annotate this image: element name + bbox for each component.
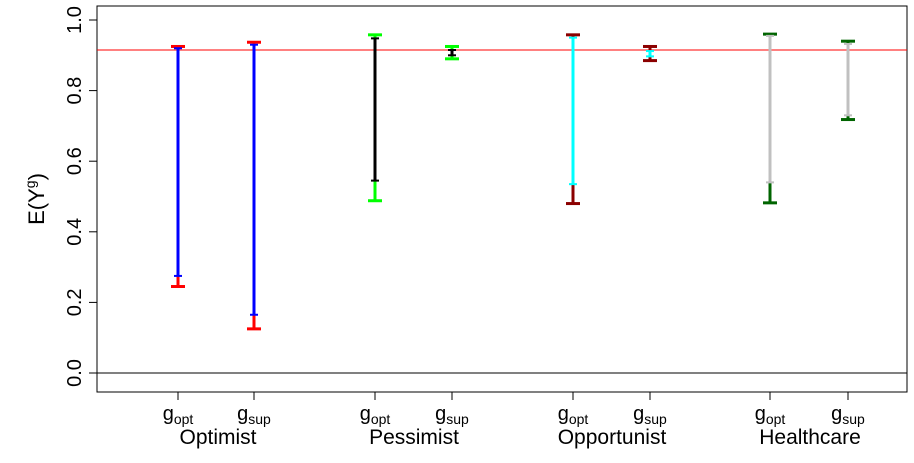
error-bar-opportunist-sup [643, 44, 657, 63]
x-tick-label-main: g [435, 403, 446, 425]
x-tick-label: gsup [435, 403, 469, 427]
group-label: Optimist [179, 426, 256, 449]
x-tick-label-sub: sup [446, 411, 469, 427]
group-label: Pessimist [369, 426, 459, 449]
y-tick-label: 0.2 [64, 288, 86, 316]
x-tick-label: gopt [163, 403, 194, 427]
group-label: Healthcare [759, 426, 861, 449]
y-tick-label: 1.0 [64, 6, 86, 34]
x-tick-label-main: g [237, 403, 248, 425]
x-tick-label: gsup [237, 403, 271, 427]
error-bar-healthcare-opt [763, 32, 777, 205]
y-tick-label: 0.8 [64, 77, 86, 105]
x-tick-label-main: g [755, 403, 766, 425]
x-tick-label-sub: sup [248, 411, 271, 427]
x-tick-label-sub: opt [766, 411, 786, 427]
y-axis-title-close: ) [24, 173, 49, 180]
error-bar-pessimist-sup [445, 44, 459, 61]
x-tick-label-sub: opt [371, 411, 391, 427]
plot-frame [96, 5, 908, 393]
x-tick-label: gopt [360, 403, 391, 427]
x-tick-label: gopt [558, 403, 589, 427]
y-axis-title: E(Yg) [22, 173, 49, 225]
x-tick-label-main: g [633, 403, 644, 425]
x-tick-label-main: g [163, 403, 174, 425]
x-tick-label-sub: opt [569, 411, 589, 427]
y-axis-title-main: E(Y [24, 188, 49, 225]
x-tick-label-main: g [360, 403, 371, 425]
x-tick-label-sub: sup [644, 411, 667, 427]
error-bar-optimist-sup [247, 40, 261, 331]
y-tick-label: 0.6 [64, 147, 86, 175]
x-tick-label: gsup [633, 403, 667, 427]
x-tick-label-main: g [558, 403, 569, 425]
y-tick-label: 0.4 [64, 218, 86, 246]
y-tick-label: 0.0 [64, 359, 86, 387]
x-tick-label-main: g [831, 403, 842, 425]
x-tick-label: gsup [831, 403, 865, 427]
error-bar-opportunist-opt [566, 33, 580, 206]
reference-lines [97, 49, 907, 374]
y-axis: 0.0 0.2 0.4 0.6 0.8 1.0 [64, 6, 98, 387]
error-bar-optimist-opt [171, 44, 185, 289]
error-bar-pessimist-opt [368, 33, 382, 203]
x-tick-label-sub: sup [842, 411, 865, 427]
error-bar-healthcare-sup [841, 39, 855, 122]
error-bars [171, 32, 855, 331]
group-label: Opportunist [558, 426, 667, 449]
x-tick-label: gopt [755, 403, 786, 427]
y-axis-title-sup: g [22, 180, 38, 188]
x-tick-label-sub: opt [174, 411, 194, 427]
